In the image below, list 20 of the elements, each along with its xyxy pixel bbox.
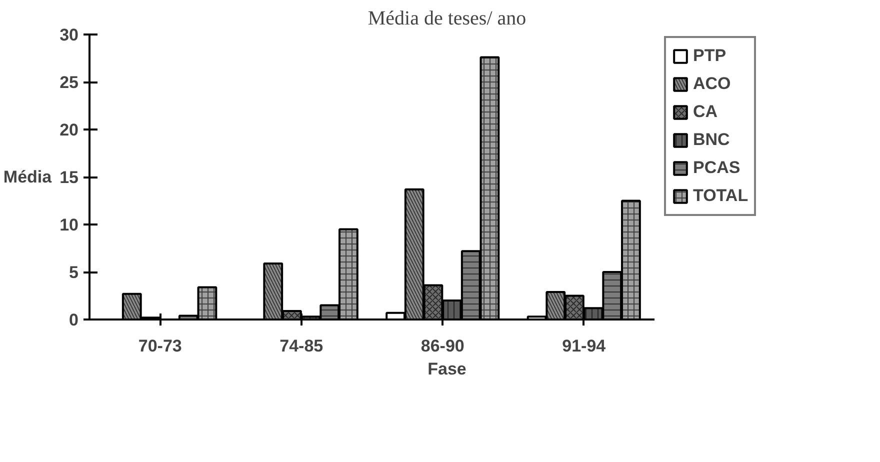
legend-label: PTP bbox=[693, 45, 726, 67]
x-tick-label: 70-73 bbox=[138, 336, 182, 356]
x-tick-label: 86-90 bbox=[420, 336, 464, 356]
y-tick-label: 25 bbox=[60, 73, 79, 92]
legend-label: PCAS bbox=[693, 157, 740, 179]
chart-title: Média de teses/ ano bbox=[368, 8, 526, 30]
legend-label: ACO bbox=[693, 73, 731, 95]
legend-label: TOTAL bbox=[693, 185, 748, 207]
x-tick-label: 74-85 bbox=[280, 336, 324, 356]
x-axis-title: Fase bbox=[428, 360, 466, 378]
legend-label: BNC bbox=[693, 129, 730, 151]
y-tick-label: 15 bbox=[60, 168, 79, 187]
y-tick-label: 10 bbox=[60, 216, 79, 234]
y-tick-label: 5 bbox=[69, 263, 79, 282]
x-tick-label: 91-94 bbox=[562, 336, 606, 356]
y-tick-label: 0 bbox=[69, 310, 79, 330]
y-axis-title: Média bbox=[3, 168, 52, 186]
y-tick-label: 20 bbox=[60, 120, 79, 140]
y-tick-label: 30 bbox=[60, 26, 79, 44]
legend-label: CA bbox=[693, 101, 718, 123]
